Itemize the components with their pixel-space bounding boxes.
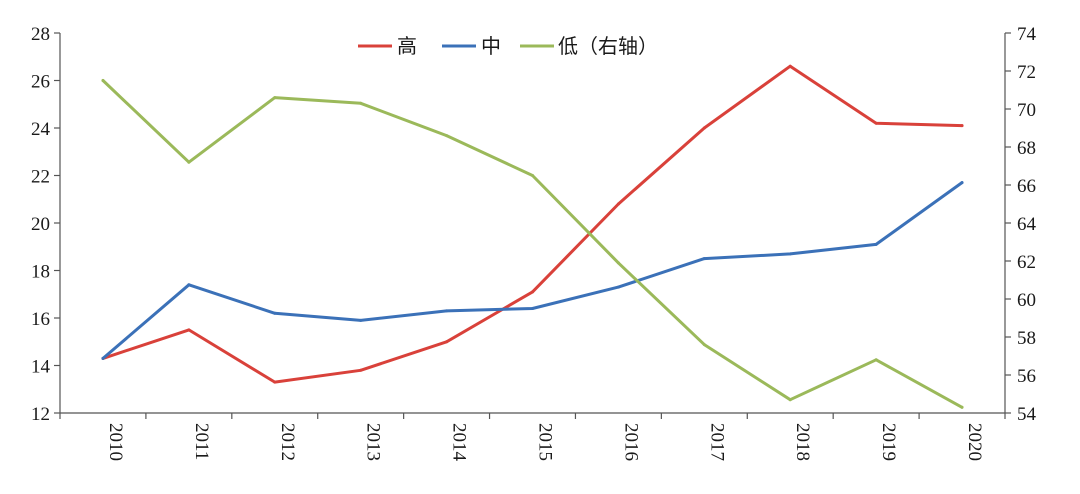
right-tick-label: 60 — [1017, 290, 1036, 311]
right-tick-label: 70 — [1017, 100, 1036, 121]
data-point — [531, 290, 534, 294]
x-tick-label: 2011 — [191, 423, 212, 460]
data-point — [359, 318, 363, 322]
data-point — [445, 134, 449, 138]
left-tick-label: 26 — [31, 72, 50, 93]
data-point — [531, 307, 534, 310]
left-tick-label: 22 — [31, 167, 50, 188]
right-tick-label: 66 — [1017, 176, 1036, 197]
right-tick-label: 68 — [1017, 138, 1036, 159]
right-tick-label: 64 — [1017, 214, 1037, 235]
right-y-ticks: 54 56 58 60 62 64 66 68 70 72 74 — [1005, 24, 1037, 425]
x-tick-label: 2019 — [878, 423, 899, 461]
left-tick-label: 16 — [31, 309, 50, 330]
legend-label: 低（右轴） — [558, 34, 658, 58]
left-tick-label: 20 — [31, 214, 50, 235]
data-point — [273, 96, 277, 100]
data-point — [101, 356, 105, 360]
x-tick-label: 2017 — [706, 423, 727, 461]
x-tick-label: 2012 — [277, 423, 298, 461]
data-point — [445, 340, 449, 344]
legend-label: 高 — [397, 34, 417, 58]
left-tick-label: 24 — [31, 119, 51, 140]
data-point — [273, 311, 277, 315]
right-tick-label: 74 — [1017, 24, 1037, 45]
data-point — [445, 309, 449, 313]
data-point — [702, 343, 706, 347]
data-point — [960, 181, 964, 185]
data-point — [531, 174, 534, 177]
data-point — [187, 160, 191, 164]
left-tick-label: 14 — [31, 357, 51, 378]
x-tick-label: 2014 — [449, 423, 470, 462]
data-point — [788, 252, 792, 256]
data-point — [702, 257, 706, 261]
right-tick-label: 56 — [1017, 366, 1036, 387]
left-tick-label: 12 — [31, 404, 50, 425]
x-tick-label: 2013 — [363, 423, 384, 461]
x-tick-label: 2020 — [964, 423, 985, 461]
data-point — [616, 261, 620, 265]
series-layer — [101, 64, 964, 409]
data-point — [960, 124, 964, 128]
left-tick-label: 28 — [31, 24, 50, 45]
data-point — [187, 283, 191, 287]
series-line-0 — [101, 64, 964, 384]
x-tick-label: 2010 — [105, 423, 126, 461]
right-tick-label: 54 — [1017, 404, 1037, 425]
legend-label: 中 — [481, 34, 501, 58]
data-point — [788, 64, 792, 68]
data-point — [788, 398, 792, 402]
data-point — [359, 101, 363, 105]
x-tick-label: 2015 — [535, 423, 556, 461]
left-y-ticks: 12 14 16 18 20 22 24 26 28 — [31, 24, 60, 425]
right-tick-label: 62 — [1017, 252, 1036, 273]
left-tick-label: 18 — [31, 262, 50, 283]
data-point — [187, 328, 191, 332]
data-point — [960, 405, 964, 409]
data-point — [616, 285, 620, 289]
x-tick-label: 2016 — [620, 423, 641, 461]
data-point — [874, 242, 878, 246]
right-tick-label: 58 — [1017, 328, 1036, 349]
data-point — [874, 121, 878, 125]
data-point — [874, 358, 878, 362]
series-line-2 — [101, 79, 964, 409]
legend: 高 中 低（右轴） — [358, 34, 658, 58]
series-line-1 — [101, 181, 964, 360]
data-point — [702, 126, 706, 130]
data-point — [616, 202, 620, 206]
data-point — [101, 79, 105, 82]
data-point — [359, 368, 363, 372]
axes — [59, 33, 1006, 414]
x-tick-label: 2018 — [792, 423, 813, 461]
data-point — [273, 380, 277, 384]
right-tick-label: 72 — [1017, 62, 1036, 83]
x-ticks: 2010 2011 2012 2013 2014 2015 2016 2017 2018 2019… — [59, 413, 1006, 462]
